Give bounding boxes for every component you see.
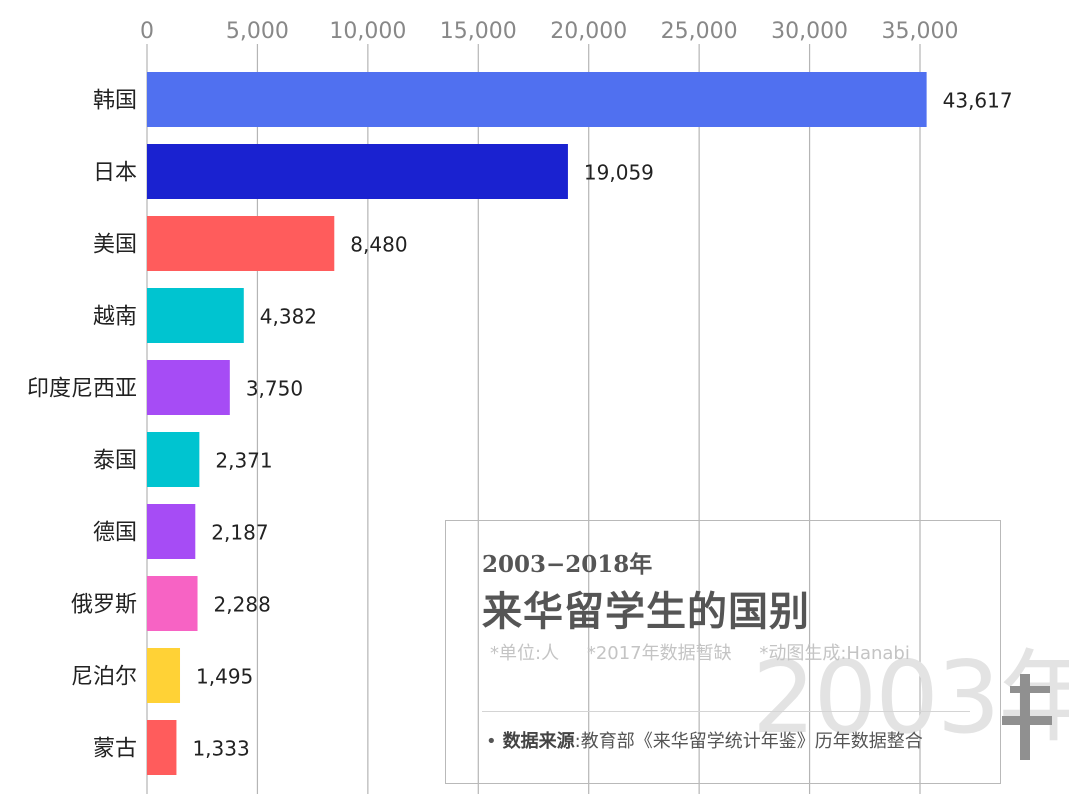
bar (147, 216, 335, 271)
category-label: 俄罗斯 (71, 593, 137, 618)
value-label: 4,382 (260, 305, 317, 329)
category-label: 美国 (93, 233, 137, 258)
x-tick-label: 15,000 (440, 19, 517, 44)
info-title: 来华留学生的国别 (482, 588, 810, 635)
x-tick-label: 0 (140, 19, 154, 44)
x-tick-label: 35,000 (882, 19, 959, 44)
note-unit: *单位:人 (490, 643, 560, 664)
bar (147, 72, 927, 127)
value-label: 1,495 (196, 665, 253, 689)
value-label: 2,288 (214, 593, 271, 617)
value-label: 19,059 (584, 161, 654, 185)
info-notes: *单位:人 *2017年数据暂缺 *动图生成:Hanabi (490, 639, 932, 665)
note-missing-data: *2017年数据暂缺 (586, 643, 732, 664)
x-tick-label: 30,000 (771, 19, 848, 44)
bar (147, 648, 181, 703)
bullet-icon: • (486, 731, 497, 752)
category-label: 尼泊尔 (71, 665, 137, 690)
note-generator: *动图生成:Hanabi (759, 643, 910, 664)
x-tick-label: 10,000 (329, 19, 406, 44)
x-tick-label: 25,000 (661, 19, 738, 44)
value-label: 1,333 (192, 737, 249, 761)
category-label: 越南 (93, 305, 137, 330)
bar (147, 144, 568, 199)
info-year-range: 2003−2018年 (482, 551, 653, 578)
year-marker-icon (1002, 674, 1052, 760)
bar (147, 504, 196, 559)
source-label: 数据来源 (502, 731, 575, 752)
info-source: • 数据来源:教育部《来华留学统计年鉴》历年数据整合 (486, 727, 923, 753)
category-label: 日本 (93, 161, 137, 186)
value-label: 8,480 (350, 233, 407, 257)
year-watermark: 2003年 (752, 639, 1069, 756)
category-label: 泰国 (93, 449, 137, 474)
category-label: 韩国 (93, 89, 137, 114)
x-tick-label: 5,000 (226, 19, 289, 44)
value-label: 2,371 (215, 449, 272, 473)
bar (147, 432, 200, 487)
bar (147, 288, 244, 343)
x-tick-label: 20,000 (550, 19, 627, 44)
category-label: 德国 (93, 521, 137, 546)
value-label: 2,187 (211, 521, 268, 545)
category-label: 印度尼西亚 (27, 377, 137, 402)
bar (147, 360, 230, 415)
info-divider (482, 711, 970, 712)
bar (147, 576, 198, 631)
value-label: 43,617 (943, 89, 1013, 113)
value-label: 3,750 (246, 377, 303, 401)
bar (147, 720, 177, 775)
info-box: 2003−2018年 来华留学生的国别 *单位:人 *2017年数据暂缺 *动图… (445, 520, 1001, 784)
category-label: 蒙古 (93, 737, 137, 762)
source-text: :教育部《来华留学统计年鉴》历年数据整合 (574, 731, 923, 752)
